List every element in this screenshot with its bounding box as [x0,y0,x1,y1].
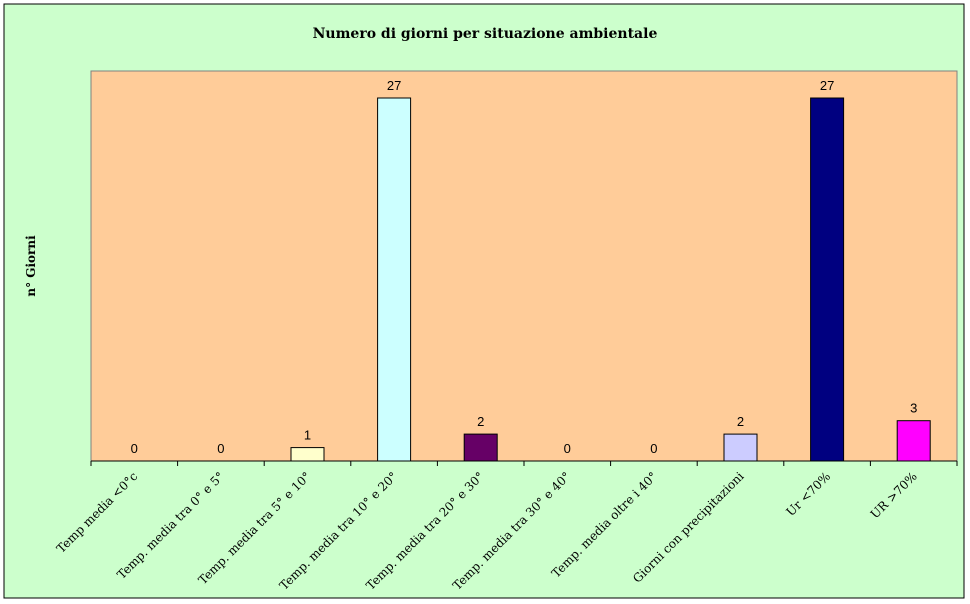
data-label: 0 [564,441,571,456]
data-label: 1 [304,428,311,443]
data-label: 0 [131,441,138,456]
bars [290,97,931,462]
y-axis-label: n° Giorni [24,235,38,297]
x-ticks [90,461,958,466]
data-label: 2 [477,414,484,429]
bar [896,420,931,462]
data-label: 2 [737,414,744,429]
bar [290,447,325,462]
data-label: 3 [910,401,917,416]
data-label: 27 [387,78,401,93]
bar [810,97,845,462]
data-labels: 0 0 1 27 2 0 0 2 27 3 [131,78,918,456]
data-label: 0 [217,441,224,456]
bar [463,433,498,462]
data-label: 0 [650,441,657,456]
data-label: 27 [820,78,834,93]
bar [723,433,758,462]
chart-title: Numero di giorni per situazione ambienta… [313,26,658,42]
bar [377,97,412,462]
